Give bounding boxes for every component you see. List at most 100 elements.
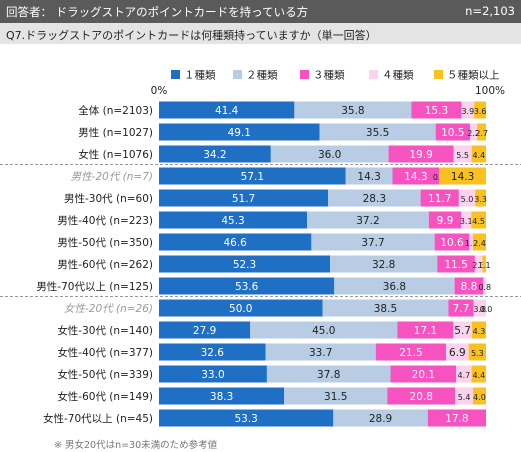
- data-label: 5.7: [454, 325, 471, 337]
- data-label: 36.8: [383, 281, 406, 293]
- data-label: 46.6: [223, 237, 247, 249]
- legend-label: １種類: [184, 69, 216, 82]
- bar-segment: [330, 255, 438, 273]
- data-label: 31.5: [324, 391, 347, 403]
- data-label: 0.8: [478, 283, 491, 292]
- bar-segment: [435, 123, 470, 141]
- data-label: 2.3: [472, 261, 485, 270]
- data-label: 11.5: [444, 259, 467, 271]
- data-label: 17.1: [414, 325, 437, 337]
- data-label: 14.3: [404, 171, 427, 183]
- data-label: 53.3: [234, 413, 257, 425]
- total-n: n=2,103: [465, 4, 515, 18]
- bar-segment: [472, 387, 486, 405]
- bar-segment: [453, 145, 472, 163]
- bar-segment: [159, 123, 320, 141]
- bar-segment: [472, 233, 486, 251]
- data-label: 7.7: [453, 303, 470, 315]
- category-label: 男性-60代 (n=262): [57, 258, 153, 271]
- data-label: 1.1: [465, 239, 478, 248]
- data-label: 1.1: [478, 261, 491, 270]
- question-text: Q7.ドラッグストアのポイントカードは何種類持っていますか（単一回答）: [6, 29, 377, 42]
- data-label: 41.4: [215, 105, 239, 117]
- bar-segment: [159, 255, 331, 273]
- data-label: 32.8: [372, 259, 395, 271]
- data-label: 2.2: [467, 129, 480, 138]
- bar-segment: [471, 145, 486, 163]
- bar-segment: [427, 409, 486, 427]
- bar-segment: [468, 343, 486, 361]
- bar-segment: [446, 343, 469, 361]
- x-tick-label: 100%: [475, 85, 505, 97]
- bar-segment: [392, 167, 440, 185]
- data-label: 20.8: [410, 391, 433, 403]
- bar-segment: [461, 101, 475, 119]
- data-label: 10.6: [440, 237, 464, 249]
- data-label: 28.3: [363, 193, 386, 205]
- bar-segment: [159, 101, 295, 119]
- data-label: 5.5: [456, 151, 469, 160]
- data-label: 37.7: [361, 237, 384, 249]
- data-label: 2.7: [475, 129, 488, 138]
- data-label: 4.0: [473, 393, 486, 402]
- data-label: 8.8: [461, 281, 478, 293]
- data-label: 49.1: [228, 127, 251, 139]
- data-label: 5.4: [458, 393, 471, 402]
- bar-segment: [159, 211, 308, 229]
- data-label: 4.5: [472, 217, 485, 226]
- bar-segment: [322, 299, 449, 317]
- data-label: 32.6: [201, 347, 225, 359]
- bar-segment: [474, 255, 483, 273]
- data-label: 3.6: [474, 107, 487, 116]
- header-bar: 回答者： ドラッグストアのポイントカードを持っている方 n=2,103: [0, 0, 521, 23]
- bar-segment: [471, 321, 486, 339]
- bar-segment: [471, 211, 486, 229]
- bar-segment: [469, 123, 478, 141]
- bar-segment: [319, 123, 436, 141]
- legend-swatch: [300, 70, 309, 79]
- category-label: 女性-20代 (n=26): [64, 303, 153, 315]
- data-label: 4.4: [472, 371, 485, 380]
- data-label: 14.3: [357, 171, 380, 183]
- bar-segment: [454, 277, 484, 295]
- category-label: 女性-70代以上 (n=45): [43, 412, 153, 425]
- bar-segment: [420, 189, 459, 207]
- x-tick-label: 0%: [151, 85, 168, 97]
- category-label: 女性-50代 (n=339): [57, 368, 153, 381]
- bar-segment: [159, 299, 323, 317]
- bar-segment: [439, 167, 486, 185]
- question-bar: Q7.ドラッグストアのポイントカードは何種類持っていますか（単一回答）: [0, 23, 521, 44]
- bar-segment: [270, 145, 389, 163]
- bar-segment: [411, 101, 462, 119]
- footnote: ※ 男女20代はn=30未満のため参考値: [54, 440, 218, 451]
- data-label: 3.9: [461, 107, 474, 116]
- data-label: 35.8: [341, 105, 364, 117]
- data-label: 35.5: [366, 127, 389, 139]
- category-label: 男性 (n=1027): [78, 126, 153, 139]
- bar-segment: [159, 321, 251, 339]
- data-label: 20.1: [412, 369, 435, 381]
- bar-segment: [311, 233, 435, 251]
- bar-segment: [397, 321, 454, 339]
- data-label: 3.1: [460, 217, 473, 226]
- bar-segment: [159, 167, 346, 185]
- data-label: 38.5: [374, 303, 397, 315]
- category-label: 女性-30代 (n=140): [57, 324, 153, 337]
- data-label: 19.9: [409, 149, 432, 161]
- bar-segment: [390, 365, 457, 383]
- bar-segment: [434, 233, 470, 251]
- data-label: 45.0: [312, 325, 335, 337]
- legend-label: ４種類: [382, 69, 414, 82]
- data-label: 27.9: [193, 325, 216, 337]
- data-label: 17.8: [445, 413, 468, 425]
- category-label: 女性-60代 (n=149): [57, 390, 153, 403]
- data-label: 14.3: [451, 171, 474, 183]
- bar-segment: [471, 365, 486, 383]
- stacked-bar-chart: １種類 ２種類 ３種類 ４種類 ５種類以上 0% 100% 全体 (n=2103) 41.4 35…: [0, 69, 521, 427]
- category-label: 男性-70代以上 (n=125): [36, 280, 153, 293]
- data-label: 10.5: [441, 127, 464, 139]
- legend-label: ５種類以上: [447, 69, 500, 82]
- bar-segment: [307, 211, 429, 229]
- bar-segment: [250, 321, 398, 339]
- data-label: 37.8: [317, 369, 340, 381]
